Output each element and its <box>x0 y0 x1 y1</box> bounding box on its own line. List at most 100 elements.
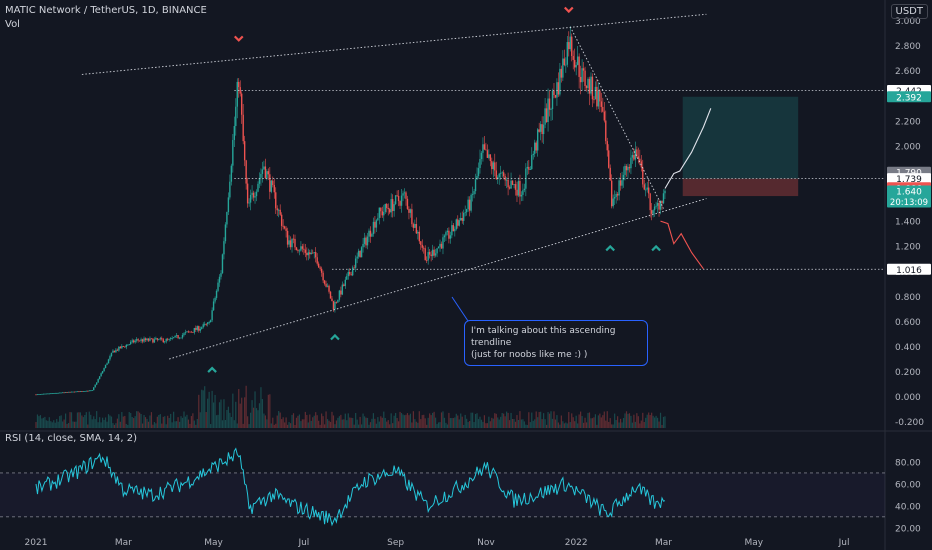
candle-body <box>585 85 588 88</box>
volume-bar <box>565 422 567 428</box>
candle-body <box>619 180 622 186</box>
volume-bar <box>587 412 589 428</box>
candle-body <box>119 346 122 349</box>
x-tick-label: Jul <box>297 538 309 548</box>
bearish-projection-path <box>660 220 704 270</box>
candle-body <box>181 334 184 338</box>
volume-bar <box>544 419 546 428</box>
candle-body <box>326 285 329 287</box>
candle-body <box>599 90 601 102</box>
volume-bar <box>247 416 249 428</box>
candle-body <box>132 340 135 343</box>
candle-body <box>446 230 449 233</box>
volume-bar <box>411 422 413 428</box>
volume-bar <box>513 419 515 428</box>
volume-bar <box>192 413 194 428</box>
candle-body <box>378 207 381 218</box>
candle-body <box>246 183 249 204</box>
price-tick-label: 2.800 <box>895 42 921 52</box>
candle-body <box>171 337 173 339</box>
price-label-countdown: 20:13:09 <box>890 198 928 208</box>
volume-bar <box>119 421 121 428</box>
volume-bar <box>358 424 360 428</box>
candle-body <box>631 155 634 158</box>
candle-body <box>633 155 635 160</box>
candle-body <box>502 172 505 177</box>
candle-body <box>597 90 600 107</box>
volume-bar <box>417 422 419 428</box>
candle-body <box>233 126 236 140</box>
volume-bar <box>581 416 583 428</box>
candle-body <box>646 187 648 190</box>
volume-bar <box>584 417 586 428</box>
candle-body <box>289 240 292 248</box>
volume-bar <box>62 421 64 428</box>
candle-body <box>397 195 400 202</box>
volume-bar <box>218 402 221 428</box>
volume-bar <box>427 417 429 428</box>
candle-body <box>174 335 176 338</box>
currency-button[interactable]: USDT <box>890 4 928 19</box>
candle-body <box>87 390 89 392</box>
volume-bar <box>57 421 59 428</box>
candle-body <box>642 167 644 185</box>
volume-bar <box>535 411 537 428</box>
candle-body <box>204 323 206 325</box>
volume-bar <box>94 419 96 428</box>
volume-bar <box>215 415 218 428</box>
volume-bar <box>60 415 62 428</box>
volume-bar <box>210 424 212 428</box>
candle-body <box>313 252 315 253</box>
down-marker-icon <box>233 35 244 42</box>
candle-body <box>232 139 234 166</box>
candle-body <box>72 391 74 393</box>
candle-body <box>272 180 274 186</box>
candle-body <box>542 124 545 135</box>
candle-body <box>581 68 583 83</box>
volume-bar <box>446 424 449 428</box>
candle-body <box>189 331 191 333</box>
candle-body <box>58 392 61 394</box>
candle-body <box>437 246 440 249</box>
volume-bar <box>548 413 551 428</box>
candle-body <box>405 192 407 199</box>
candle-body <box>159 338 162 340</box>
volume-bar <box>448 412 450 428</box>
candle-body <box>149 338 151 341</box>
volume-bar <box>461 416 463 428</box>
candle-body <box>79 391 82 392</box>
volume-bar <box>659 412 662 428</box>
volume-bar <box>202 390 204 428</box>
volume-bar <box>266 419 268 428</box>
candle-body <box>50 393 52 395</box>
rsi-tick-label: 80.00 <box>895 458 921 468</box>
volume-bar <box>171 422 173 428</box>
candle-body <box>317 263 320 268</box>
candle-body <box>421 244 423 248</box>
volume-bar <box>378 421 380 428</box>
volume-bar <box>303 419 305 428</box>
volume-bar <box>433 411 435 428</box>
candle-body <box>70 391 73 393</box>
candle-body <box>47 393 49 395</box>
volume-bar <box>318 420 320 428</box>
volume-bar <box>599 413 601 428</box>
candle-body <box>606 141 608 151</box>
volume-bar <box>606 411 608 428</box>
candle-body <box>178 337 181 339</box>
candle-body <box>587 78 589 88</box>
candle-body <box>431 249 434 257</box>
candle-body <box>483 144 486 150</box>
volume-bar <box>386 421 388 428</box>
candle-body <box>637 156 640 159</box>
volume-bar <box>75 421 77 428</box>
volume-bar <box>528 412 530 428</box>
volume-bar <box>184 416 187 428</box>
volume-bar <box>654 417 656 428</box>
volume-bar <box>298 414 301 428</box>
volume-bar <box>164 416 166 428</box>
volume-bar <box>439 422 441 428</box>
candle-body <box>458 220 460 226</box>
volume-bar <box>84 415 86 428</box>
